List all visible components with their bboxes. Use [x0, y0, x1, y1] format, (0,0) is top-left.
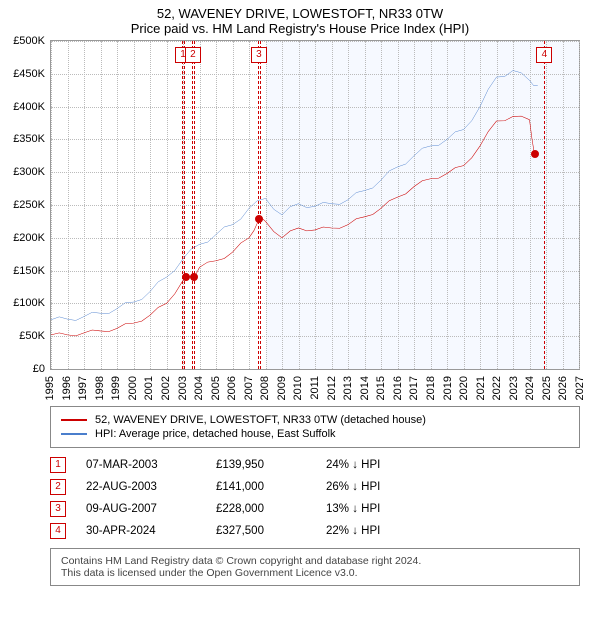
- x-tick-label: 2019: [442, 376, 454, 400]
- x-tick-label: 2012: [326, 376, 338, 400]
- gridline-v: [579, 41, 580, 369]
- x-tick-label: 2014: [359, 376, 371, 400]
- sale-index: 4: [50, 523, 66, 539]
- chart-container: 52, WAVENEY DRIVE, LOWESTOFT, NR33 0TW P…: [0, 0, 600, 586]
- sale-row: 4 30-APR-2024 £327,500 22% ↓ HPI: [50, 520, 580, 542]
- title-subtitle: Price paid vs. HM Land Registry's House …: [0, 21, 600, 40]
- x-tick-label: 2011: [309, 376, 321, 400]
- legend-label: 52, WAVENEY DRIVE, LOWESTOFT, NR33 0TW (…: [95, 414, 426, 426]
- sale-row: 3 09-AUG-2007 £228,000 13% ↓ HPI: [50, 498, 580, 520]
- title-address: 52, WAVENEY DRIVE, LOWESTOFT, NR33 0TW: [0, 6, 600, 21]
- footer-line1: Contains HM Land Registry data © Crown c…: [61, 555, 569, 567]
- sale-marker: [190, 273, 198, 281]
- legend-label: HPI: Average price, detached house, East…: [95, 428, 336, 440]
- y-tick-label: £500K: [13, 35, 45, 47]
- sale-vs-hpi: 24% ↓ HPI: [326, 459, 426, 471]
- x-tick-label: 2006: [226, 376, 238, 400]
- sale-index: 2: [50, 479, 66, 495]
- x-axis-ticks: 1995199619971998199920002001200220032004…: [50, 370, 580, 400]
- sale-vs-hpi: 26% ↓ HPI: [326, 481, 426, 493]
- y-tick-label: £400K: [13, 101, 45, 113]
- sale-price: £139,950: [216, 459, 306, 471]
- x-tick-label: 2025: [541, 376, 553, 400]
- legend-item: HPI: Average price, detached house, East…: [61, 427, 569, 441]
- x-tick-label: 2015: [375, 376, 387, 400]
- y-tick-label: £50K: [19, 330, 45, 342]
- plot-region: £0£50K£100K£150K£200K£250K£300K£350K£400…: [50, 40, 580, 370]
- x-tick-label: 2024: [524, 376, 536, 400]
- sale-index: 3: [50, 501, 66, 517]
- sale-vs-hpi: 22% ↓ HPI: [326, 525, 426, 537]
- x-tick-label: 2022: [491, 376, 503, 400]
- x-tick-label: 1998: [94, 376, 106, 400]
- sale-marker: [531, 150, 539, 158]
- sale-date: 30-APR-2024: [86, 525, 196, 537]
- sale-index: 1: [50, 457, 66, 473]
- x-tick-label: 2009: [276, 376, 288, 400]
- x-tick-label: 2004: [193, 376, 205, 400]
- x-tick-label: 2007: [243, 376, 255, 400]
- x-tick-label: 2001: [143, 376, 155, 400]
- chart-area: £0£50K£100K£150K£200K£250K£300K£350K£400…: [50, 40, 580, 400]
- x-tick-label: 1997: [77, 376, 89, 400]
- series-hpi: [51, 71, 538, 321]
- titles: 52, WAVENEY DRIVE, LOWESTOFT, NR33 0TW P…: [0, 0, 600, 40]
- y-tick-label: £450K: [13, 68, 45, 80]
- x-tick-label: 2013: [342, 376, 354, 400]
- sale-price: £141,000: [216, 481, 306, 493]
- legend-item: 52, WAVENEY DRIVE, LOWESTOFT, NR33 0TW (…: [61, 413, 569, 427]
- legend-swatch: [61, 433, 87, 435]
- x-tick-label: 2020: [458, 376, 470, 400]
- x-tick-label: 2003: [177, 376, 189, 400]
- sale-row: 2 22-AUG-2003 £141,000 26% ↓ HPI: [50, 476, 580, 498]
- x-tick-label: 2017: [408, 376, 420, 400]
- x-tick-label: 2016: [392, 376, 404, 400]
- sale-price: £228,000: [216, 503, 306, 515]
- legend-box: 52, WAVENEY DRIVE, LOWESTOFT, NR33 0TW (…: [50, 406, 580, 448]
- sale-date: 07-MAR-2003: [86, 459, 196, 471]
- x-tick-label: 2018: [425, 376, 437, 400]
- y-tick-label: £350K: [13, 133, 45, 145]
- y-tick-label: £200K: [13, 232, 45, 244]
- sale-marker: [255, 215, 263, 223]
- y-tick-label: £250K: [13, 199, 45, 211]
- footer-attribution: Contains HM Land Registry data © Crown c…: [50, 548, 580, 586]
- footer-line2: This data is licensed under the Open Gov…: [61, 567, 569, 579]
- x-tick-label: 1999: [110, 376, 122, 400]
- legend-swatch: [61, 419, 87, 421]
- y-tick-label: £150K: [13, 265, 45, 277]
- y-tick-label: £300K: [13, 166, 45, 178]
- sale-date: 09-AUG-2007: [86, 503, 196, 515]
- x-tick-label: 2021: [475, 376, 487, 400]
- series-property: [51, 116, 534, 336]
- y-tick-label: £0: [33, 363, 45, 375]
- x-tick-label: 1996: [61, 376, 73, 400]
- x-tick-label: 2027: [574, 376, 586, 400]
- x-tick-label: 2002: [160, 376, 172, 400]
- x-tick-label: 2000: [127, 376, 139, 400]
- x-tick-label: 2010: [292, 376, 304, 400]
- sale-price: £327,500: [216, 525, 306, 537]
- sale-vs-hpi: 13% ↓ HPI: [326, 503, 426, 515]
- x-tick-label: 1995: [44, 376, 56, 400]
- x-tick-label: 2026: [557, 376, 569, 400]
- x-tick-label: 2008: [259, 376, 271, 400]
- sales-table: 1 07-MAR-2003 £139,950 24% ↓ HPI 2 22-AUG-200…: [50, 454, 580, 542]
- x-tick-label: 2005: [210, 376, 222, 400]
- y-tick-label: £100K: [13, 297, 45, 309]
- x-tick-label: 2023: [508, 376, 520, 400]
- sale-date: 22-AUG-2003: [86, 481, 196, 493]
- series-svg: [51, 41, 579, 369]
- sale-row: 1 07-MAR-2003 £139,950 24% ↓ HPI: [50, 454, 580, 476]
